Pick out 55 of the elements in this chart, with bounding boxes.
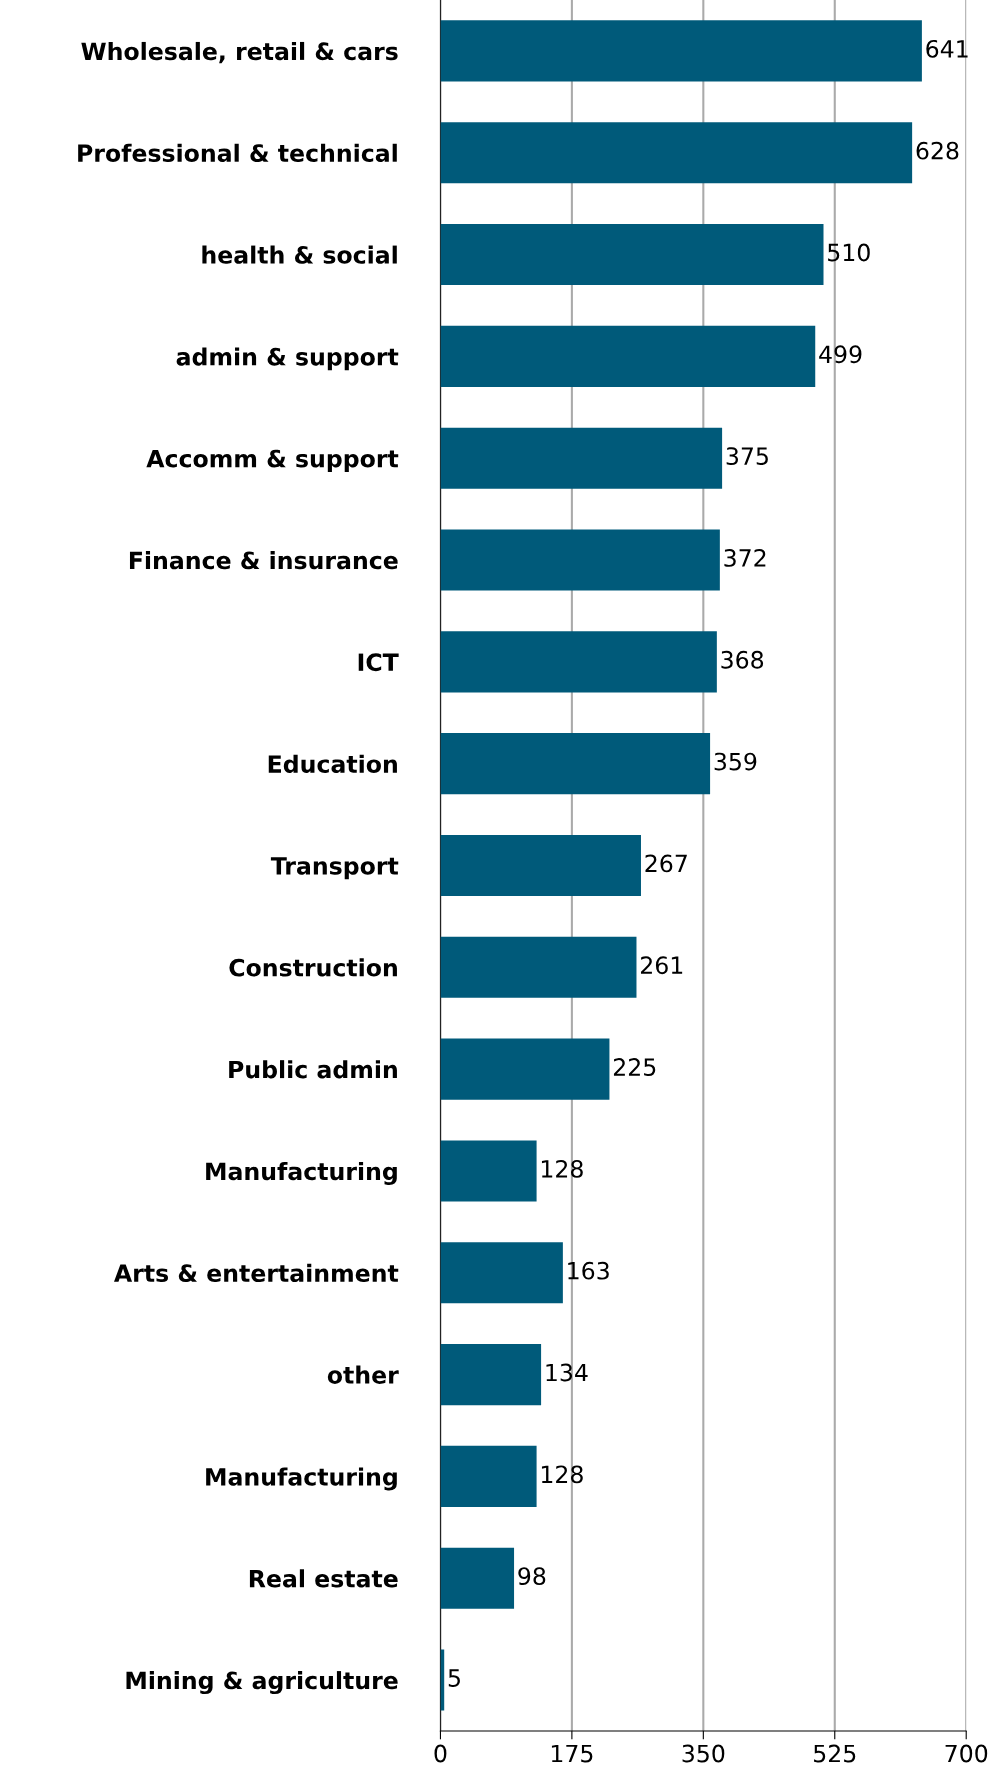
data-label: 267	[645, 854, 687, 873]
y-tick-label: Transport	[270, 857, 399, 880]
data-label: 98	[518, 1567, 546, 1586]
bar	[440, 20, 922, 82]
y-tick-label: Accomm & support	[146, 449, 399, 473]
data-label: 375	[726, 447, 768, 466]
bar	[440, 529, 720, 591]
data-label: 510	[828, 243, 870, 262]
data-label: 359	[714, 752, 757, 771]
y-tick-label: Arts & entertainment	[114, 1263, 399, 1283]
x-tick-label: 175	[551, 1744, 593, 1763]
y-tick-label: Mining & agriculture	[126, 1671, 398, 1695]
data-label: 134	[546, 1363, 588, 1382]
bar	[440, 936, 637, 998]
y-tick-label: Professional & technical	[78, 143, 397, 163]
bar	[440, 1038, 610, 1100]
bar	[440, 1547, 515, 1609]
bar	[440, 325, 816, 387]
y-tick-label: ICT	[358, 653, 399, 672]
x-tick-label: 0	[434, 1744, 447, 1763]
data-label: 128	[541, 1159, 583, 1178]
bar	[440, 631, 717, 693]
data-label: 128	[541, 1465, 583, 1484]
data-label: 261	[640, 956, 683, 975]
x-tick-label: 350	[682, 1744, 725, 1763]
bar	[440, 1445, 537, 1507]
data-label: 163	[568, 1261, 609, 1280]
y-tick-label: Education	[268, 754, 397, 773]
data-label: 372	[724, 549, 766, 567]
y-tick-label: Public admin	[229, 1060, 397, 1079]
data-label: 499	[819, 345, 862, 364]
data-label: 628	[916, 141, 959, 160]
bar	[440, 834, 641, 897]
y-tick-label: Wholesale, retail & cars	[81, 41, 398, 64]
y-tick-label: Manufacturing	[206, 1161, 397, 1186]
data-label: 225	[613, 1058, 656, 1076]
y-tick-label: health & social	[202, 245, 397, 264]
bar	[440, 122, 913, 184]
x-tick-label: 525	[814, 1744, 856, 1763]
y-tick-label: Finance & insurance	[129, 551, 398, 570]
y-tick-label: Manufacturing	[206, 1467, 397, 1491]
x-tick-label: 700	[945, 1744, 988, 1763]
bar	[440, 427, 723, 489]
bar	[440, 1344, 542, 1406]
y-tick-label: Construction	[229, 958, 397, 977]
bar	[440, 1140, 537, 1202]
data-label: 641	[926, 39, 968, 58]
bar	[440, 733, 711, 795]
data-label: 5	[448, 1669, 460, 1687]
y-tick-label: admin & support	[176, 347, 399, 371]
data-label: 368	[721, 650, 764, 669]
y-tick-label: other	[327, 1365, 399, 1384]
bar	[440, 1242, 563, 1304]
y-tick-label: Real estate	[249, 1569, 398, 1588]
bar	[440, 224, 824, 286]
